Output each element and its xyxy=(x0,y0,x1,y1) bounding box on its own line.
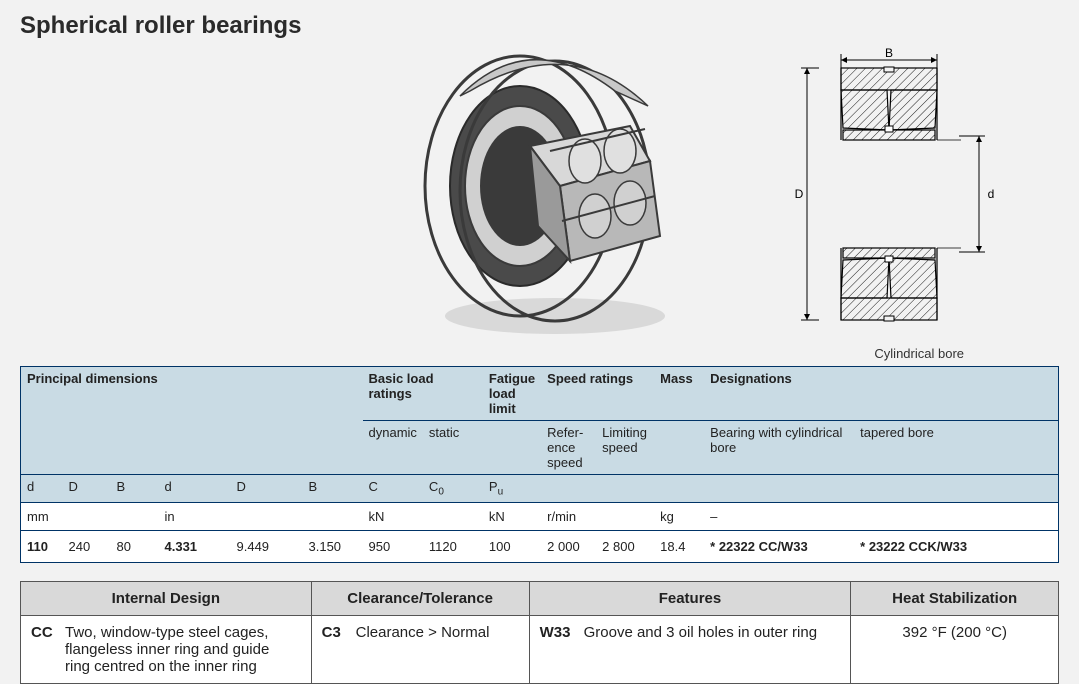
dimensions-table: Principal dimensions Basic load ratings … xyxy=(20,366,1059,563)
features-table: Internal Design Clearance/Tolerance Feat… xyxy=(20,581,1059,684)
feat-clearance: C3Clearance > Normal xyxy=(311,615,529,683)
col-B-mm: B xyxy=(111,475,159,503)
hdr-basicload: Basic load ratings xyxy=(369,371,434,401)
feat-hdr-features: Features xyxy=(529,581,851,615)
dim-D-label: D xyxy=(795,187,804,201)
illustration-area: B D d xyxy=(20,46,1059,366)
col-D-mm: D xyxy=(63,475,111,503)
col-d-mm: d xyxy=(21,475,63,503)
units-row: mm in kN kN r/min kg – xyxy=(21,502,1059,530)
dim-d-label: d xyxy=(988,187,995,201)
hdr-desig: Designations xyxy=(710,371,792,386)
feat-hdr-clearance: Clearance/Tolerance xyxy=(311,581,529,615)
col-Pu: Pu xyxy=(483,475,541,503)
col-B-in: B xyxy=(303,475,363,503)
diagram-caption: Cylindrical bore xyxy=(874,346,964,361)
hdr-principal: Principal dimensions xyxy=(27,371,158,386)
sub-static: static xyxy=(423,421,483,475)
hdr-speed: Speed ratings xyxy=(547,371,633,386)
col-d-in: d xyxy=(159,475,231,503)
dim-b-label: B xyxy=(885,46,893,60)
sub-cylbore: Bearing with cylindrical bore xyxy=(704,421,854,475)
col-C: C xyxy=(363,475,423,503)
sub-dynamic: dynamic xyxy=(363,421,423,475)
hdr-mass: Mass xyxy=(660,371,693,386)
feat-internal: CCTwo, window-type steel cages, flangele… xyxy=(21,615,312,683)
col-C0: C0 xyxy=(423,475,483,503)
sub-tapbore: tapered bore xyxy=(854,421,1058,475)
data-row: 110 240 80 4.331 9.449 3.150 950 1120 10… xyxy=(21,530,1059,562)
hdr-fatigue: Fatigue load limit xyxy=(489,371,535,416)
bearing-render xyxy=(400,36,690,346)
feat-hdr-internal: Internal Design xyxy=(21,581,312,615)
feat-hdr-heat: Heat Stabilization xyxy=(851,581,1059,615)
cross-section-diagram: B D d xyxy=(789,46,999,331)
feat-features: W33Groove and 3 oil holes in outer ring xyxy=(529,615,851,683)
col-D-in: D xyxy=(231,475,303,503)
sub-ref: Refer-ence speed xyxy=(541,421,596,475)
feat-heat: 392 °F (200 °C) xyxy=(851,615,1059,683)
sub-lim: Limiting speed xyxy=(596,421,654,475)
